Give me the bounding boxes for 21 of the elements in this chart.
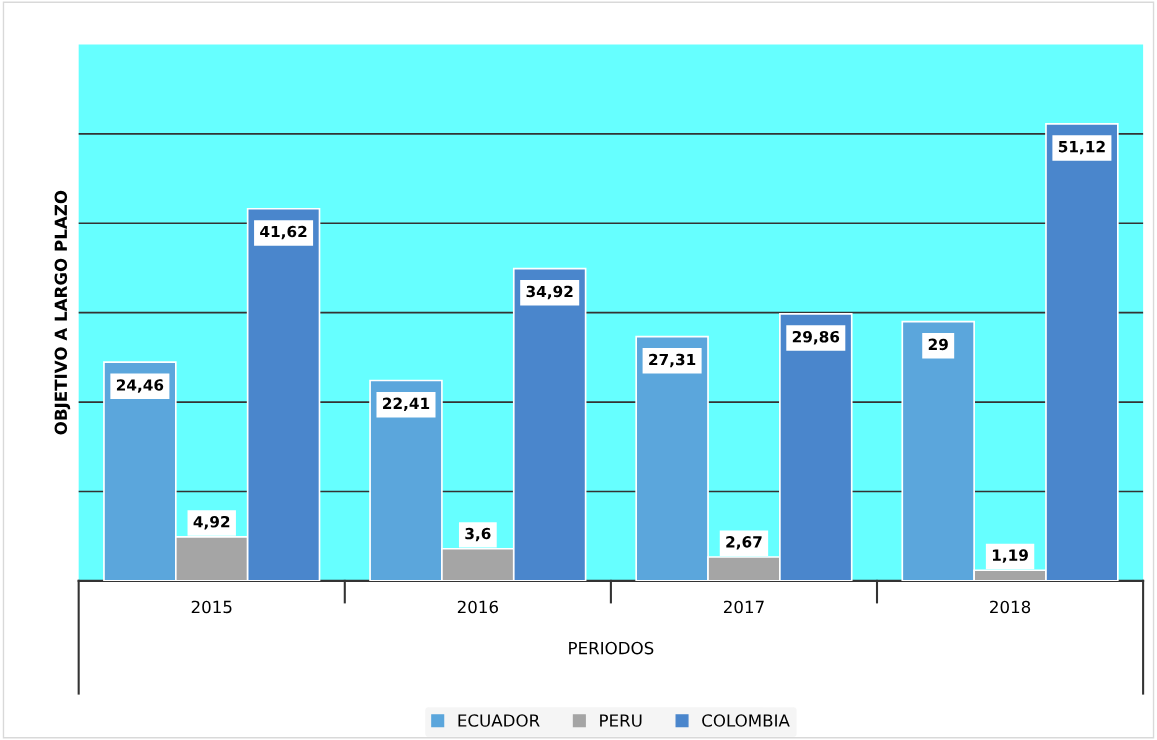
legend-label: ECUADOR [458,714,540,727]
data-label: 24,46 [116,379,164,393]
data-label: 1,19 [992,549,1028,563]
data-label: 29 [928,338,948,351]
data-label: 34,92 [526,285,573,300]
x-axis-title: PERIODOS [569,641,654,655]
data-label: 2,67 [726,536,762,550]
data-label: 22,41 [383,397,430,412]
legend-label: COLOMBIA [702,714,790,727]
data-label: 27,31 [649,353,696,368]
data-label: 29,86 [792,330,840,345]
x-tick-label: 2017 [723,600,764,614]
y-axis-title: OBJETIVO A LARGO PLAZO [54,190,71,435]
x-tick-label: 2018 [990,600,1031,614]
data-label: 41,62 [260,225,307,240]
x-tick-label: 2015 [191,600,232,614]
legend-label: PERU [600,714,642,727]
data-label: 3,6 [465,527,491,542]
data-label: 51,12 [1058,140,1105,155]
x-tick-label: 2016 [457,600,498,614]
data-label: 4,92 [193,515,230,530]
